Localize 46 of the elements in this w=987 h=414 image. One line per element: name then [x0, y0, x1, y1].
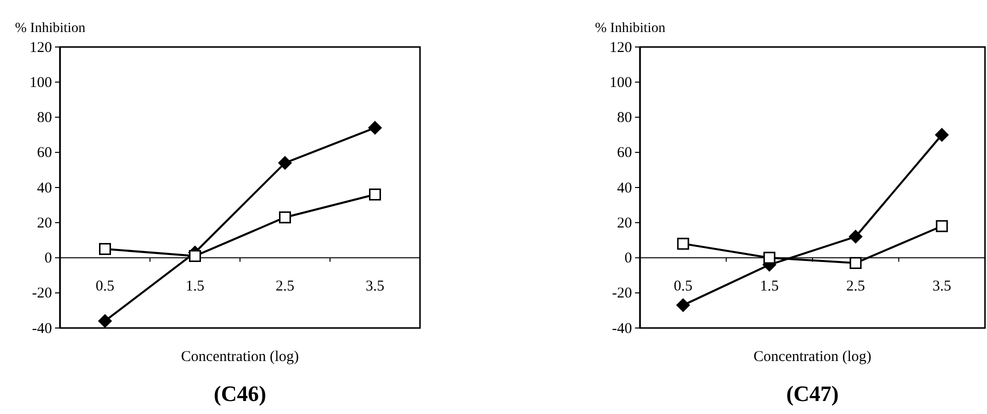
y-tick-label: 60	[617, 145, 632, 162]
point	[189, 250, 201, 262]
y-tick-label: 0	[624, 250, 632, 267]
y-tick-label: 0	[44, 250, 52, 267]
y-tick-label: -40	[612, 320, 632, 337]
point	[676, 298, 690, 312]
point	[98, 314, 112, 328]
y-tick-label: 40	[617, 180, 632, 196]
x-tick-label: 1.5	[186, 278, 204, 294]
point	[369, 188, 381, 201]
y-tick-label: 80	[37, 110, 52, 126]
point	[935, 128, 949, 142]
y-tick-label: -20	[612, 286, 632, 302]
point	[850, 257, 862, 270]
y-tick-label: 20	[617, 215, 632, 232]
point	[99, 242, 111, 255]
y-tick-label: 80	[617, 110, 632, 126]
y-tick-label: -40	[32, 320, 52, 337]
text: (C47)	[786, 381, 839, 406]
x-tick-label: 1.5	[760, 278, 779, 294]
x-axis-title: Concentration (log)	[181, 349, 299, 365]
y-tick-label: 100	[30, 74, 52, 91]
y-tick-label: 120	[30, 40, 52, 56]
point	[677, 238, 690, 250]
y-tick-label: 120	[610, 40, 632, 56]
point	[763, 252, 776, 264]
y-tick-label: 100	[610, 74, 632, 91]
x-tick-label: 0.5	[96, 278, 114, 294]
y-axis-title: % Inhibition	[595, 21, 666, 36]
y-axis-title: % Inhibition	[15, 21, 86, 36]
y-tick-label: 40	[37, 180, 52, 196]
x-tick-label: 3.5	[366, 278, 384, 294]
y-tick-label: 60	[37, 145, 52, 162]
x-tick-label: 2.5	[276, 278, 294, 294]
point	[848, 230, 862, 244]
point	[278, 156, 292, 170]
y-tick-label: -20	[32, 286, 52, 302]
text: (C46)	[214, 381, 266, 406]
point	[368, 121, 382, 134]
y-tick-label: 20	[37, 215, 52, 232]
x-axis-title: Concentration (log)	[754, 349, 872, 365]
x-tick-label: 0.5	[674, 278, 692, 294]
x-tick-label: 3.5	[932, 278, 952, 294]
x-tick-label: 2.5	[846, 278, 865, 294]
point	[936, 220, 948, 232]
point	[279, 211, 291, 224]
